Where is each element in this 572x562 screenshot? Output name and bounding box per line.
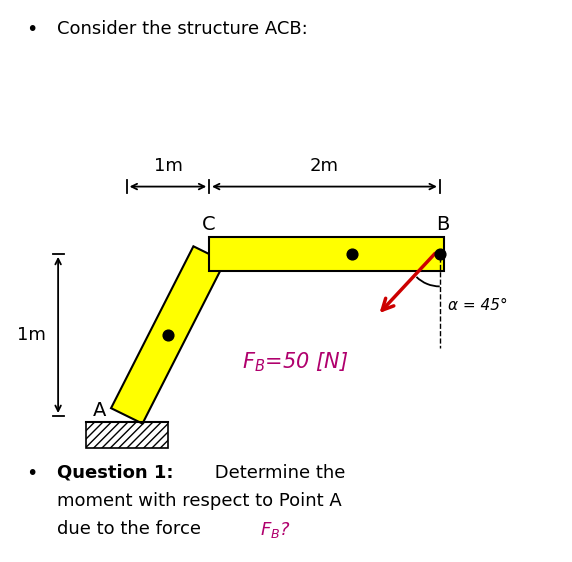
Text: B: B [436, 215, 449, 234]
Text: A: A [93, 401, 106, 420]
Text: $F_B$?: $F_B$? [260, 520, 291, 540]
Bar [86, 423, 168, 448]
Text: Determine the: Determine the [209, 464, 345, 482]
Text: Consider the structure ACB:: Consider the structure ACB: [57, 20, 308, 38]
Text: $F_B$=50 [N]: $F_B$=50 [N] [242, 350, 348, 374]
Point [164, 330, 173, 339]
Text: 1m: 1m [17, 326, 46, 344]
Text: •: • [26, 20, 37, 39]
Text: 1m: 1m [153, 157, 182, 175]
Point [435, 250, 444, 259]
Point [347, 250, 356, 259]
Text: C: C [202, 215, 216, 234]
Text: α = 45°: α = 45° [448, 298, 507, 313]
Polygon shape [111, 246, 225, 424]
Text: •: • [26, 464, 37, 483]
Polygon shape [209, 237, 444, 271]
Text: 2m: 2m [310, 157, 339, 175]
Text: moment with respect to Point A: moment with respect to Point A [57, 492, 342, 510]
Text: Question 1:: Question 1: [57, 464, 174, 482]
Text: due to the force: due to the force [57, 520, 207, 538]
